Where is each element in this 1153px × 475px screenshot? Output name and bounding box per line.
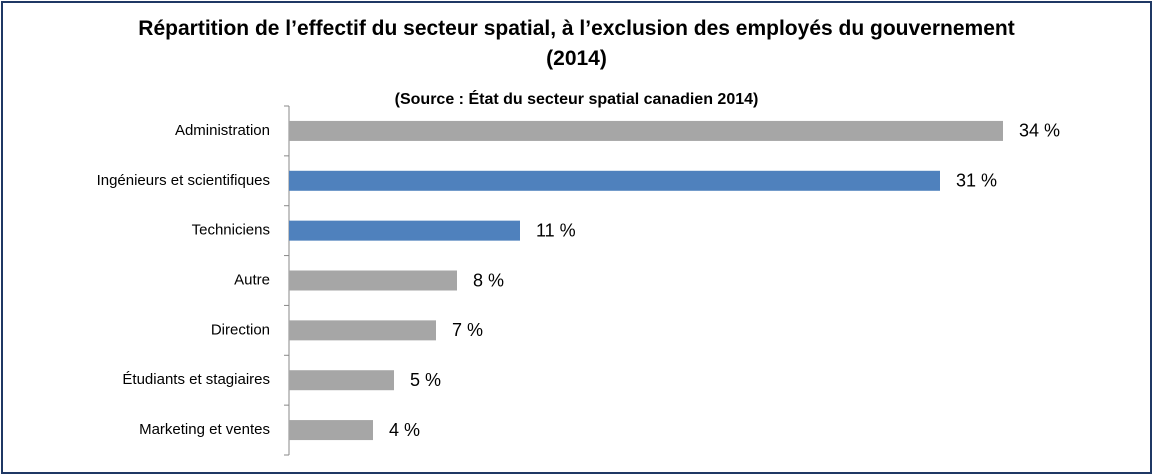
bar (289, 220, 520, 241)
bar (289, 320, 436, 341)
chart-title: Répartition de l’effectif du secteur spa… (138, 17, 1015, 70)
value-label: 31 % (956, 171, 997, 191)
y-tick-label: Direction (211, 321, 270, 338)
y-tick-label: Autre (234, 271, 270, 288)
y-tick-label: Étudiants et stagiaires (122, 371, 270, 388)
bar (289, 120, 1003, 141)
value-label: 11 % (536, 220, 576, 240)
y-tick-label: Administration (175, 122, 270, 139)
bar (289, 270, 457, 291)
y-tick-label: Marketing et ventes (139, 421, 270, 438)
chart-subtitle: (Source : État du secteur spatial canadi… (394, 91, 759, 108)
y-tick-label: Techniciens (192, 222, 270, 239)
value-label: 34 % (1019, 121, 1060, 141)
bar (289, 370, 394, 391)
y-tick-label: Ingénieurs et scientifiques (97, 172, 270, 189)
value-label: 7 % (452, 320, 483, 340)
value-label: 8 % (473, 270, 504, 290)
bar (289, 420, 373, 441)
value-label: 4 % (389, 420, 420, 440)
bar (289, 170, 940, 191)
value-label: 5 % (410, 370, 441, 390)
